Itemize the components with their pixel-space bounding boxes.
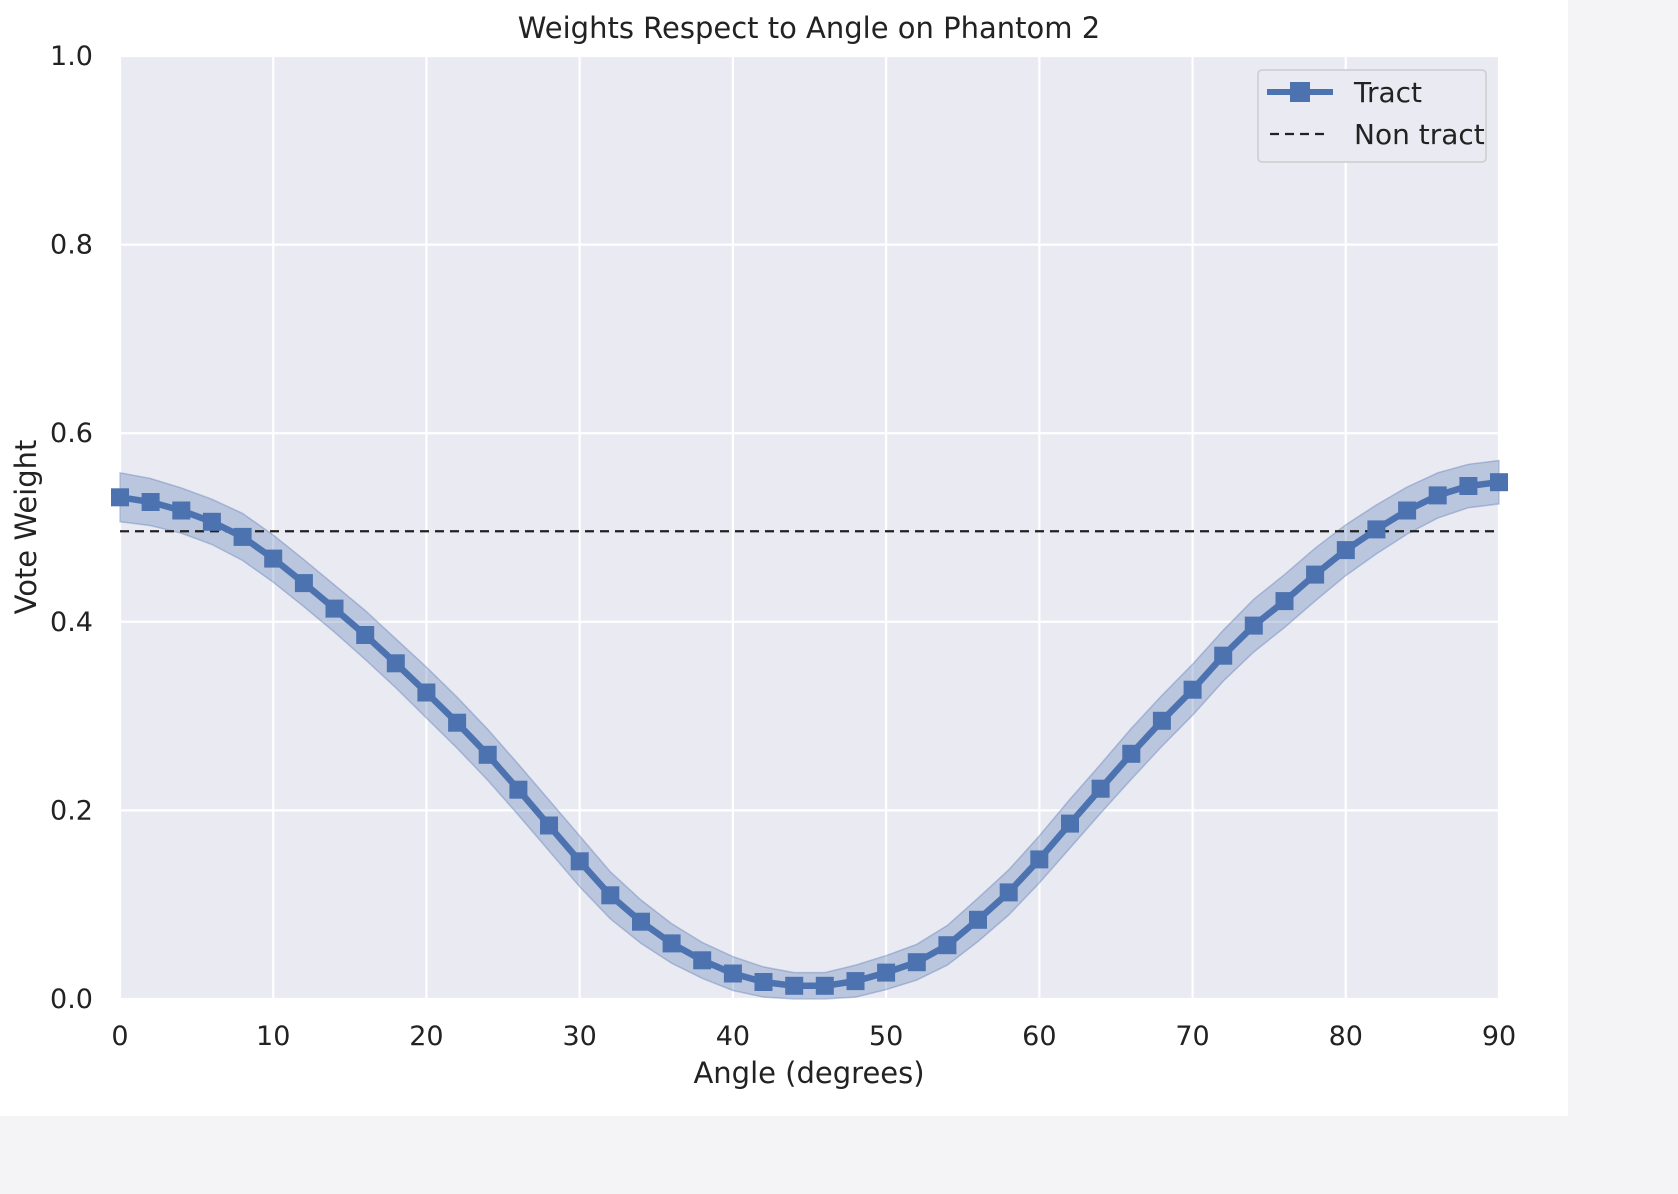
y-tick-label: 0.2 — [50, 795, 93, 826]
tract-point — [754, 973, 773, 991]
x-gridlines — [118, 56, 1501, 999]
tract-point — [448, 713, 467, 732]
tract-point — [478, 745, 497, 764]
tract-point — [1091, 779, 1110, 798]
tract-point — [1061, 814, 1079, 833]
tract-point — [1459, 477, 1478, 495]
legend-tract-marker — [1290, 82, 1310, 102]
tract-confidence-band — [119, 459, 1500, 1000]
y-tick-label: 0.0 — [50, 984, 93, 1015]
tract-point — [1428, 486, 1447, 505]
y-tick-labels: 0.0 0.2 0.4 0.6 0.8 1.0 — [50, 41, 93, 1015]
tract-point — [1275, 592, 1294, 611]
y-axis-label: Vote Weight — [9, 440, 43, 615]
tract-point — [294, 574, 313, 593]
tract-point — [1183, 680, 1202, 699]
tract-point — [785, 976, 804, 995]
y-tick-label: 0.6 — [50, 418, 93, 449]
tract-point — [1336, 541, 1355, 560]
line-chart: 0 10 20 30 40 50 60 70 80 90 0.0 0.2 0.4 0.6 0.8 1.0 W… — [9, 11, 1516, 1090]
y-tick-label: 0.8 — [50, 230, 93, 261]
tract-point — [1214, 646, 1233, 665]
x-tick-label: 20 — [409, 1021, 443, 1052]
tract-point — [1398, 501, 1417, 520]
tract-point — [417, 683, 436, 702]
tract-point — [1122, 744, 1141, 763]
x-tick-label: 90 — [1482, 1021, 1516, 1052]
tract-point — [356, 626, 375, 644]
legend-nontract-label: Non tract — [1354, 118, 1485, 151]
y-tick-label: 0.4 — [50, 607, 93, 638]
tract-point — [172, 501, 191, 520]
tract-point — [601, 886, 620, 905]
tract-point — [264, 549, 283, 568]
series-layer — [111, 459, 1508, 1000]
tract-point — [969, 910, 987, 929]
tract-point — [938, 936, 957, 955]
tract-point — [386, 654, 405, 673]
tract-point — [111, 488, 129, 507]
legend: Tract Non tract — [1257, 69, 1487, 163]
tract-point — [509, 780, 528, 799]
tract-point — [999, 883, 1018, 902]
tract-series-line — [119, 478, 1500, 990]
x-tick-labels: 0 10 20 30 40 50 60 70 80 90 — [111, 1021, 1516, 1052]
tract-point — [540, 816, 558, 835]
tract-point — [202, 512, 221, 531]
tract-point — [693, 951, 712, 970]
tract-point — [846, 972, 865, 991]
x-tick-label: 70 — [1175, 1021, 1209, 1052]
x-tick-label: 50 — [869, 1021, 903, 1052]
tract-point — [662, 934, 681, 953]
figure: 0 10 20 30 40 50 60 70 80 90 0.0 0.2 0.4 0.6 0.8 1.0 W… — [0, 0, 1568, 1116]
tract-point — [723, 964, 742, 983]
tract-point — [815, 976, 834, 995]
x-tick-label: 10 — [256, 1021, 290, 1052]
x-tick-label: 30 — [562, 1021, 596, 1052]
plot-area — [120, 56, 1499, 999]
tract-point — [325, 599, 344, 618]
x-tick-label: 40 — [716, 1021, 750, 1052]
y-tick-label: 1.0 — [50, 41, 93, 72]
x-axis-label: Angle (degrees) — [693, 1056, 924, 1090]
tract-point — [1367, 520, 1386, 539]
y-gridlines — [120, 54, 1499, 1001]
legend-tract-label: Tract — [1353, 76, 1422, 109]
tract-point — [1244, 616, 1263, 635]
tract-point — [1152, 711, 1171, 730]
tract-point — [1490, 473, 1508, 492]
tract-point — [907, 953, 926, 972]
chart-title: Weights Respect to Angle on Phantom 2 — [518, 11, 1100, 45]
tract-point — [1306, 565, 1325, 584]
x-tick-label: 80 — [1329, 1021, 1363, 1052]
tract-point — [570, 852, 589, 871]
x-tick-label: 0 — [111, 1021, 128, 1052]
tract-point — [141, 493, 160, 511]
x-tick-label: 60 — [1022, 1021, 1056, 1052]
tract-point — [233, 527, 252, 546]
tract-point — [1030, 850, 1049, 869]
tract-point — [877, 963, 896, 982]
tract-point — [632, 912, 650, 931]
